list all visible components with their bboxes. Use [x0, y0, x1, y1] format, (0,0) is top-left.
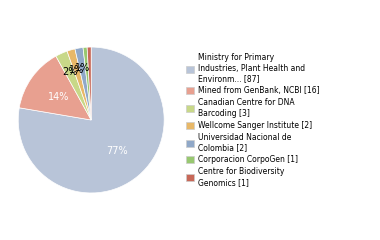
Wedge shape	[75, 48, 91, 120]
Legend: Ministry for Primary
Industries, Plant Health and
Environm... [87], Mined from G: Ministry for Primary Industries, Plant H…	[186, 53, 319, 187]
Wedge shape	[83, 47, 91, 120]
Wedge shape	[56, 51, 91, 120]
Text: 1%: 1%	[69, 65, 84, 75]
Wedge shape	[87, 47, 91, 120]
Wedge shape	[67, 49, 91, 120]
Wedge shape	[19, 56, 91, 120]
Wedge shape	[18, 47, 164, 193]
Text: 1%: 1%	[75, 63, 90, 73]
Text: 77%: 77%	[106, 146, 128, 156]
Text: 2%: 2%	[62, 67, 78, 77]
Text: 14%: 14%	[48, 92, 69, 102]
